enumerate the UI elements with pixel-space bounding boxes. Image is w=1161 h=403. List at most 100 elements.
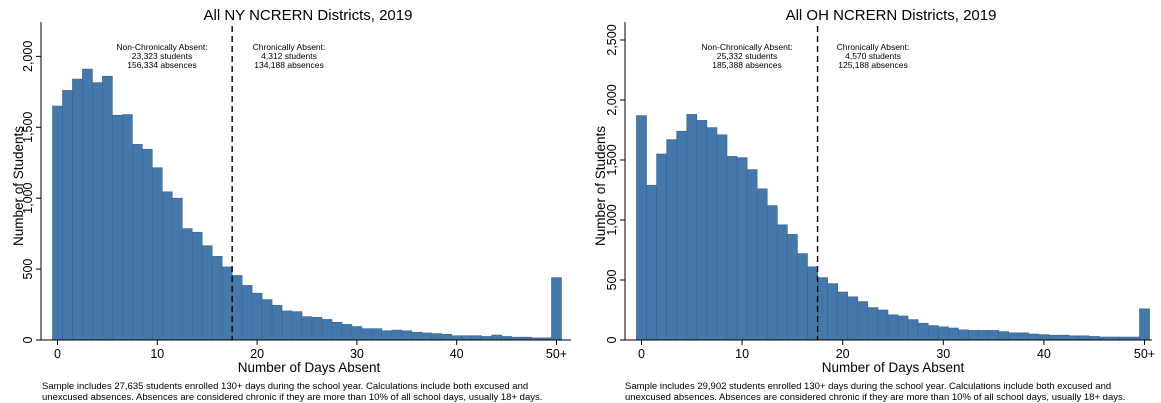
bar (726, 156, 738, 341)
bar (122, 114, 133, 341)
annotation-right: Chronically Absent: 4,312 students 134,1… (253, 42, 326, 70)
bar (231, 275, 243, 341)
x-tick-label: 30 (936, 347, 950, 361)
footnote: Sample includes 29,902 students enrolled… (625, 381, 1155, 403)
bar (72, 78, 83, 341)
bar (696, 120, 708, 341)
y-tick-label: 0 (21, 336, 35, 343)
bar (948, 327, 959, 341)
bar (281, 310, 293, 341)
y-tick-label: 500 (21, 259, 35, 280)
bar (241, 285, 253, 341)
annotation-right-absences: 134,188 absences (254, 60, 323, 70)
y-tick-label: 2,000 (21, 41, 35, 72)
bar (82, 68, 93, 341)
bar (887, 314, 899, 341)
annotation-right-title: Chronically Absent: (253, 42, 326, 52)
x-tick-label: 10 (735, 347, 749, 361)
bar (391, 329, 403, 341)
annotation-right-title: Chronically Absent: (837, 42, 910, 52)
bar (551, 277, 562, 341)
annotation-left-students: 23,323 students (132, 51, 193, 61)
bar (171, 197, 183, 341)
bar (766, 205, 778, 341)
annotation-left-title: Non-Chronically Absent: (701, 42, 792, 52)
bar (211, 256, 223, 341)
bar (837, 291, 849, 341)
bars (52, 68, 562, 341)
bar (451, 335, 462, 341)
x-tick-label: 50+ (1134, 347, 1155, 361)
bar (937, 326, 949, 341)
y-tick-label: 500 (605, 270, 619, 291)
footnote-line-1: Sample includes 27,635 students enrolled… (42, 381, 529, 392)
annotation-left: Non-Chronically Absent: 23,323 students … (116, 42, 207, 70)
x-tick-label: 30 (350, 347, 364, 361)
bar (431, 333, 443, 341)
bar (361, 328, 373, 341)
bar (907, 319, 919, 341)
bar (331, 321, 343, 341)
bar (636, 115, 647, 341)
x-tick-label: 50+ (546, 347, 567, 361)
bar (797, 253, 808, 341)
chart-panel-ny: All NY NCRERN Districts, 2019 0 500 1,000 1… (0, 0, 580, 403)
bar (1068, 335, 1080, 341)
bar (421, 332, 433, 341)
bar (817, 277, 828, 341)
bar (1139, 308, 1150, 341)
x-axis-label: Number of Days Absent (822, 360, 965, 375)
bar (756, 188, 768, 341)
footnote-line-1: Sample includes 29,902 students enrolled… (625, 381, 1112, 392)
bars (636, 114, 1150, 341)
bar (461, 335, 472, 341)
bar (917, 322, 929, 341)
bar (1028, 333, 1040, 341)
bar (706, 127, 718, 341)
bar (1008, 332, 1020, 341)
annotation-left: Non-Chronically Absent: 25,332 students … (701, 42, 792, 70)
bar (351, 326, 363, 341)
bar (1018, 332, 1030, 341)
x-axis: 0 10 20 30 40 50+ (625, 339, 1155, 361)
bar (381, 330, 393, 341)
x-tick-label: 0 (54, 347, 61, 361)
bar (877, 309, 889, 341)
bar (102, 75, 113, 341)
bar (787, 234, 798, 341)
bar (321, 319, 333, 341)
bar (301, 316, 313, 341)
bar (112, 114, 123, 341)
bar (716, 134, 728, 341)
bar (251, 292, 263, 341)
annotation-left-absences: 156,334 absences (127, 60, 196, 70)
annotation-left-title: Non-Chronically Absent: (116, 42, 207, 52)
y-axis-label: Number of Students (11, 126, 26, 246)
bar (1078, 335, 1090, 341)
bar (181, 228, 193, 341)
footnote-line-2: unexcused absences. Absences are conside… (625, 392, 1126, 403)
y-axis: 0 500 1,000 1,500 2,000 (21, 22, 42, 343)
bar (341, 324, 353, 341)
bar (666, 139, 678, 341)
bar (371, 328, 383, 341)
bar (777, 224, 788, 341)
bar (897, 315, 909, 341)
bar (501, 336, 512, 341)
chart-panel-oh: All OH NCRERN Districts, 2019 0 500 1,000 1… (581, 0, 1161, 403)
chart-oh: All OH NCRERN Districts, 2019 0 500 1,000 1… (593, 7, 1155, 375)
footnote-line-2: unexcused absences. Absences are conside… (42, 392, 543, 403)
bar (311, 317, 323, 341)
y-axis: 0 500 1,000 1,500 2,000 2,500 (605, 22, 626, 343)
bar (857, 301, 869, 341)
bar (1058, 334, 1070, 341)
bar (152, 167, 163, 341)
x-tick-label: 20 (250, 347, 264, 361)
x-tick-label: 40 (450, 347, 464, 361)
x-tick-label: 10 (150, 347, 164, 361)
bar (271, 304, 283, 341)
y-tick-label: 2,500 (605, 24, 619, 55)
annotation-right: Chronically Absent: 4,570 students 125,1… (837, 42, 910, 70)
bar (471, 335, 482, 341)
annotation-right-absences: 125,188 absences (838, 60, 907, 70)
